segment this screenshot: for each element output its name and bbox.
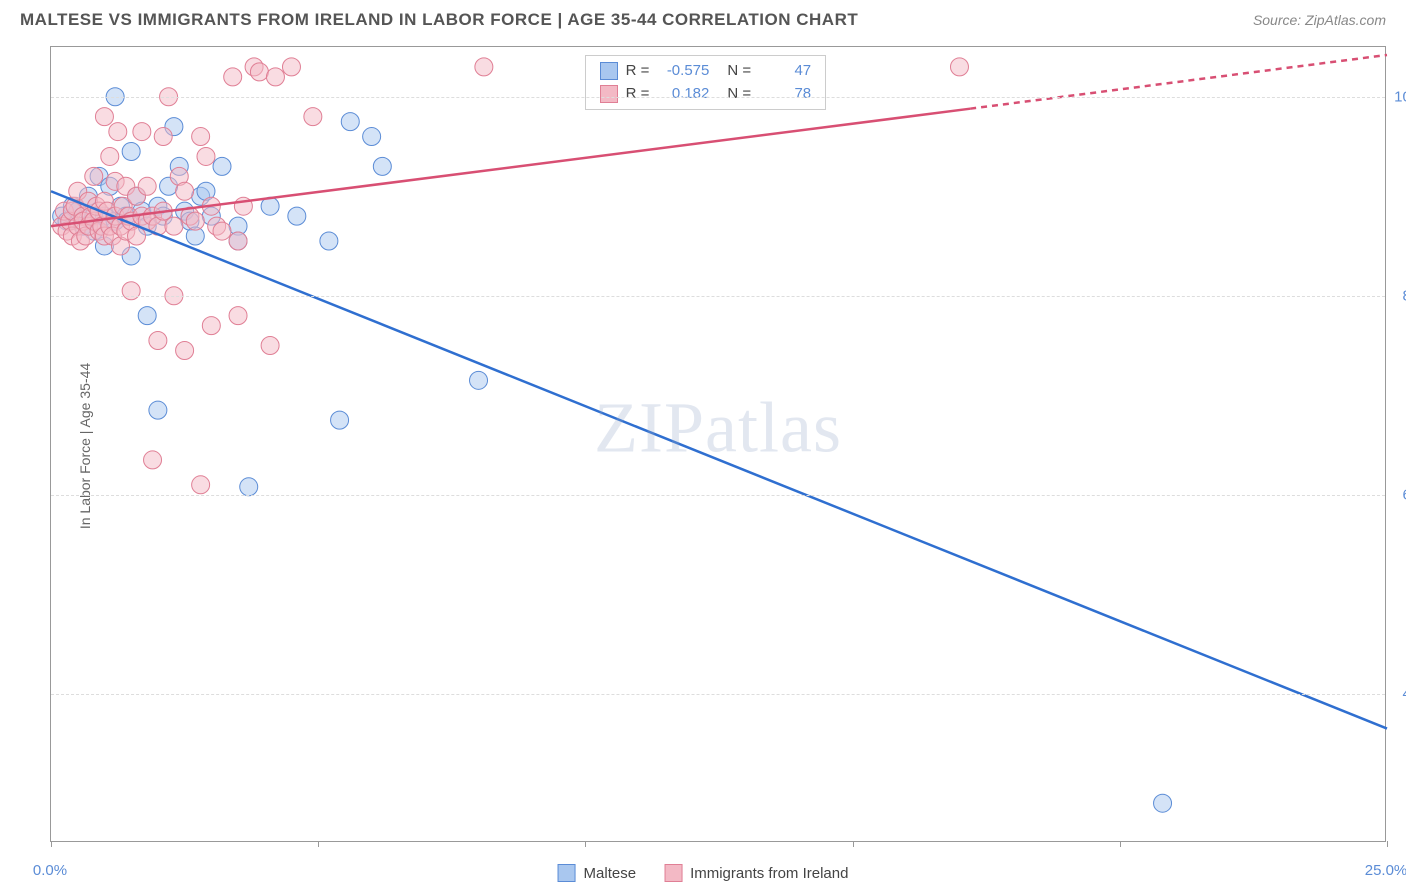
scatter-point xyxy=(176,182,194,200)
x-tick xyxy=(1120,841,1121,847)
scatter-point xyxy=(149,332,167,350)
stat-n-label: N = xyxy=(727,83,751,106)
legend-item: Maltese xyxy=(558,864,637,882)
stat-n-label: N = xyxy=(727,60,751,83)
stat-r-label: R = xyxy=(626,83,650,106)
scatter-point xyxy=(288,207,306,225)
scatter-point xyxy=(213,222,231,240)
scatter-point xyxy=(475,58,493,76)
scatter-point xyxy=(470,371,488,389)
scatter-point xyxy=(320,232,338,250)
gridline-h xyxy=(51,296,1385,297)
trend-line xyxy=(51,109,970,226)
scatter-point xyxy=(197,147,215,165)
x-tick xyxy=(585,841,586,847)
stat-n-value: 78 xyxy=(759,83,811,106)
legend-label: Maltese xyxy=(584,865,637,882)
x-tick xyxy=(318,841,319,847)
x-tick xyxy=(853,841,854,847)
y-tick-label: 40.0% xyxy=(1402,685,1406,702)
source-label: Source: ZipAtlas.com xyxy=(1253,12,1386,28)
x-tick-label: 25.0% xyxy=(1365,862,1406,879)
gridline-h xyxy=(51,495,1385,496)
scatter-point xyxy=(229,307,247,325)
scatter-point xyxy=(266,68,284,86)
chart-title: MALTESE VS IMMIGRANTS FROM IRELAND IN LA… xyxy=(20,10,858,30)
trend-line xyxy=(51,191,1387,728)
x-tick xyxy=(1387,841,1388,847)
swatch-icon xyxy=(558,864,576,882)
gridline-h xyxy=(51,97,1385,98)
scatter-point xyxy=(224,68,242,86)
scatter-point xyxy=(373,157,391,175)
scatter-point xyxy=(138,177,156,195)
y-tick-label: 100.0% xyxy=(1394,88,1406,105)
header: MALTESE VS IMMIGRANTS FROM IRELAND IN LA… xyxy=(0,0,1406,36)
y-tick-label: 80.0% xyxy=(1402,287,1406,304)
scatter-point xyxy=(133,123,151,141)
legend-bottom: Maltese Immigrants from Ireland xyxy=(558,864,849,882)
scatter-point xyxy=(176,341,194,359)
stat-box: R = -0.575 N = 47 R = 0.182 N = 78 xyxy=(585,55,827,110)
stat-n-value: 47 xyxy=(759,60,811,83)
stat-r-label: R = xyxy=(626,60,650,83)
trend-line-ext xyxy=(970,55,1387,109)
scatter-point xyxy=(341,113,359,131)
scatter-point xyxy=(101,147,119,165)
scatter-point xyxy=(192,128,210,146)
scatter-point xyxy=(109,123,127,141)
y-tick-label: 60.0% xyxy=(1402,486,1406,503)
scatter-point xyxy=(331,411,349,429)
scatter-point xyxy=(144,451,162,469)
stat-r-value: 0.182 xyxy=(657,83,709,106)
stat-row: R = -0.575 N = 47 xyxy=(600,60,812,83)
scatter-point xyxy=(202,317,220,335)
scatter-point xyxy=(950,58,968,76)
gridline-h xyxy=(51,694,1385,695)
plot-svg xyxy=(51,47,1385,841)
x-tick-label: 0.0% xyxy=(33,862,67,879)
legend-item: Immigrants from Ireland xyxy=(664,864,848,882)
stat-row: R = 0.182 N = 78 xyxy=(600,83,812,106)
chart-container: ZIPatlas R =-0.575N =47R =0.182N =78 40.… xyxy=(50,46,1386,842)
scatter-point xyxy=(95,108,113,126)
scatter-point xyxy=(165,217,183,235)
scatter-point xyxy=(122,282,140,300)
swatch-icon xyxy=(600,62,618,80)
scatter-point xyxy=(149,401,167,419)
scatter-point xyxy=(138,307,156,325)
scatter-point xyxy=(363,128,381,146)
scatter-point xyxy=(192,476,210,494)
scatter-point xyxy=(1154,794,1172,812)
scatter-point xyxy=(186,212,204,230)
scatter-point xyxy=(250,63,268,81)
scatter-point xyxy=(154,128,172,146)
scatter-point xyxy=(213,157,231,175)
scatter-point xyxy=(122,142,140,160)
legend-label: Immigrants from Ireland xyxy=(690,865,848,882)
plot-area: ZIPatlas R =-0.575N =47R =0.182N =78 40.… xyxy=(50,47,1385,842)
scatter-point xyxy=(128,227,146,245)
swatch-icon xyxy=(664,864,682,882)
x-tick xyxy=(51,841,52,847)
scatter-point xyxy=(261,337,279,355)
swatch-icon xyxy=(600,85,618,103)
scatter-point xyxy=(240,478,258,496)
scatter-point xyxy=(85,167,103,185)
stat-r-value: -0.575 xyxy=(657,60,709,83)
scatter-point xyxy=(282,58,300,76)
scatter-point xyxy=(229,232,247,250)
scatter-point xyxy=(304,108,322,126)
